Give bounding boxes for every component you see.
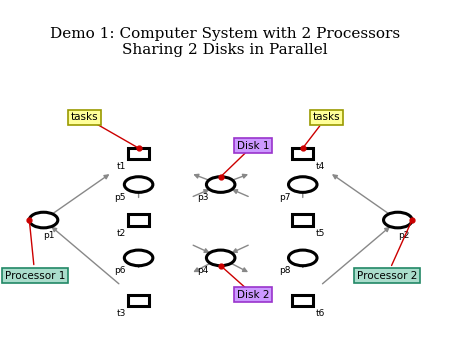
Circle shape bbox=[124, 177, 153, 192]
Text: p3: p3 bbox=[197, 193, 208, 202]
Text: Disk 2: Disk 2 bbox=[237, 290, 270, 299]
Circle shape bbox=[288, 250, 317, 266]
Text: Demo 1: Computer System with 2 Processors
Sharing 2 Disks in Parallel: Demo 1: Computer System with 2 Processor… bbox=[50, 27, 400, 57]
Text: tasks: tasks bbox=[313, 112, 340, 122]
Circle shape bbox=[207, 177, 235, 192]
Text: p6: p6 bbox=[115, 266, 126, 275]
Text: tasks: tasks bbox=[71, 112, 99, 122]
Text: t3: t3 bbox=[117, 309, 126, 318]
Text: t6: t6 bbox=[315, 309, 324, 318]
Text: t4: t4 bbox=[315, 162, 324, 171]
Text: t2: t2 bbox=[117, 228, 126, 238]
Circle shape bbox=[288, 177, 317, 192]
Text: Processor 1: Processor 1 bbox=[5, 271, 65, 281]
Circle shape bbox=[124, 250, 153, 266]
Bar bbox=[128, 295, 149, 306]
Bar bbox=[128, 148, 149, 160]
Text: p5: p5 bbox=[115, 193, 126, 202]
Bar bbox=[292, 148, 313, 160]
Bar bbox=[128, 214, 149, 226]
Text: t1: t1 bbox=[117, 162, 126, 171]
Circle shape bbox=[383, 212, 412, 228]
Text: p8: p8 bbox=[279, 266, 290, 275]
Text: Disk 1: Disk 1 bbox=[237, 141, 270, 150]
Text: p7: p7 bbox=[279, 193, 290, 202]
Text: p4: p4 bbox=[197, 266, 208, 275]
Circle shape bbox=[207, 250, 235, 266]
Text: p1: p1 bbox=[44, 231, 55, 240]
Bar bbox=[292, 295, 313, 306]
Circle shape bbox=[29, 212, 58, 228]
Text: Processor 2: Processor 2 bbox=[357, 271, 417, 281]
Bar bbox=[292, 214, 313, 226]
Text: t5: t5 bbox=[315, 228, 324, 238]
Text: p2: p2 bbox=[398, 231, 409, 240]
